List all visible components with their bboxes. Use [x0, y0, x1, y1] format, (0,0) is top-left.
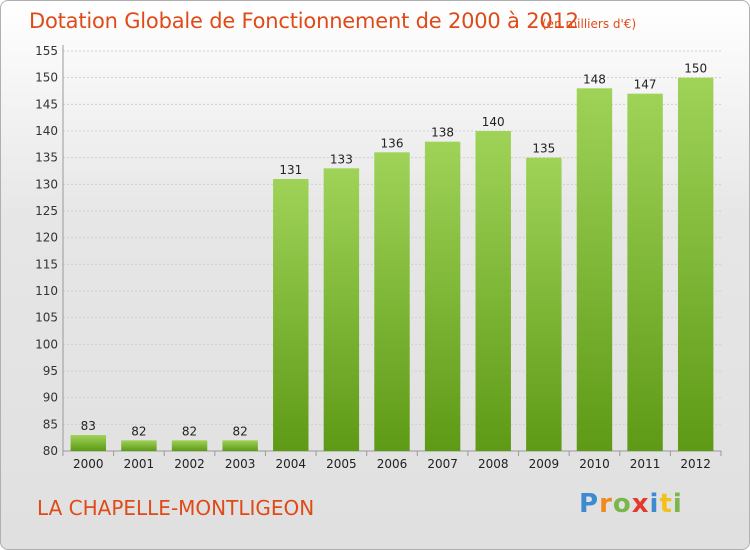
bars [70, 77, 714, 452]
data-label: 135 [532, 142, 555, 156]
bar-2005 [323, 168, 360, 452]
bar-2011 [627, 93, 663, 452]
x-tick-label: 2006 [377, 457, 408, 471]
bar-2009 [526, 157, 562, 451]
y-tick-label: 115 [35, 257, 58, 271]
y-tick-label: 155 [35, 44, 58, 58]
y-tick-label: 130 [35, 177, 58, 191]
data-label: 82 [182, 424, 197, 438]
y-tick-label: 140 [35, 124, 58, 138]
data-label: 150 [684, 62, 707, 76]
data-label: 147 [634, 78, 657, 92]
bar-2003 [222, 440, 258, 451]
bar-2008 [475, 131, 511, 451]
data-label: 131 [279, 163, 302, 177]
data-label: 148 [583, 72, 606, 86]
y-tick-label: 80 [43, 444, 58, 458]
bar-2010 [576, 88, 613, 451]
x-tick-label: 2012 [680, 457, 711, 471]
y-tick-label: 100 [35, 337, 58, 351]
data-label: 140 [482, 115, 505, 129]
bar-2012 [677, 77, 714, 452]
x-tick-label: 2000 [73, 457, 104, 471]
x-tick-label: 2005 [326, 457, 357, 471]
x-tick-label: 2011 [630, 457, 661, 471]
data-label: 83 [81, 419, 96, 433]
x-tick-label: 2010 [579, 457, 610, 471]
bar-2004 [273, 179, 309, 451]
x-tick-label: 2004 [275, 457, 306, 471]
proxiti-logo: Proxiti [579, 489, 683, 519]
commune-name: LA CHAPELLE-MONTLIGEON [37, 496, 315, 520]
data-label: 133 [330, 152, 353, 166]
y-tick-label: 145 [35, 97, 58, 111]
y-tick-label: 90 [43, 391, 58, 405]
bar-2006 [374, 152, 410, 452]
y-tick-label: 110 [35, 284, 58, 298]
bar-2002 [171, 440, 208, 451]
chart-title: Dotation Globale de Fonctionnement de 20… [29, 9, 579, 33]
x-tick-label: 2009 [529, 457, 560, 471]
data-labels: 83 82 82 82 131 133 136 138 140 135 148 147 150 [81, 62, 707, 439]
y-tick-label: 105 [35, 311, 58, 325]
x-tick-label: 2002 [174, 457, 205, 471]
x-tick-label: 2008 [478, 457, 509, 471]
x-tick-label: 2001 [124, 457, 155, 471]
x-tick-labels: 2000 2001 2002 2003 2004 2005 2006 2007 2008 2009… [73, 457, 711, 471]
x-tick-label: 2003 [225, 457, 256, 471]
x-tick-label: 2007 [427, 457, 458, 471]
data-label: 136 [381, 136, 404, 150]
data-label: 82 [131, 424, 146, 438]
y-tick-label: 85 [43, 417, 58, 431]
y-tick-label: 135 [35, 151, 58, 165]
y-tick-label: 95 [43, 364, 58, 378]
y-tick-label: 150 [35, 71, 58, 85]
data-label: 82 [233, 424, 248, 438]
y-tick-labels: 80 85 90 95 100 105 110 115 120 125 130 135 140 145 15… [35, 44, 58, 458]
bar-2007 [424, 141, 461, 451]
y-tick-label: 120 [35, 231, 58, 245]
bar-2000 [70, 435, 107, 451]
bar-2001 [121, 440, 157, 451]
data-label: 138 [431, 126, 454, 140]
chart-unit: (en milliers d'€) [542, 17, 637, 31]
y-tick-label: 125 [35, 204, 58, 218]
